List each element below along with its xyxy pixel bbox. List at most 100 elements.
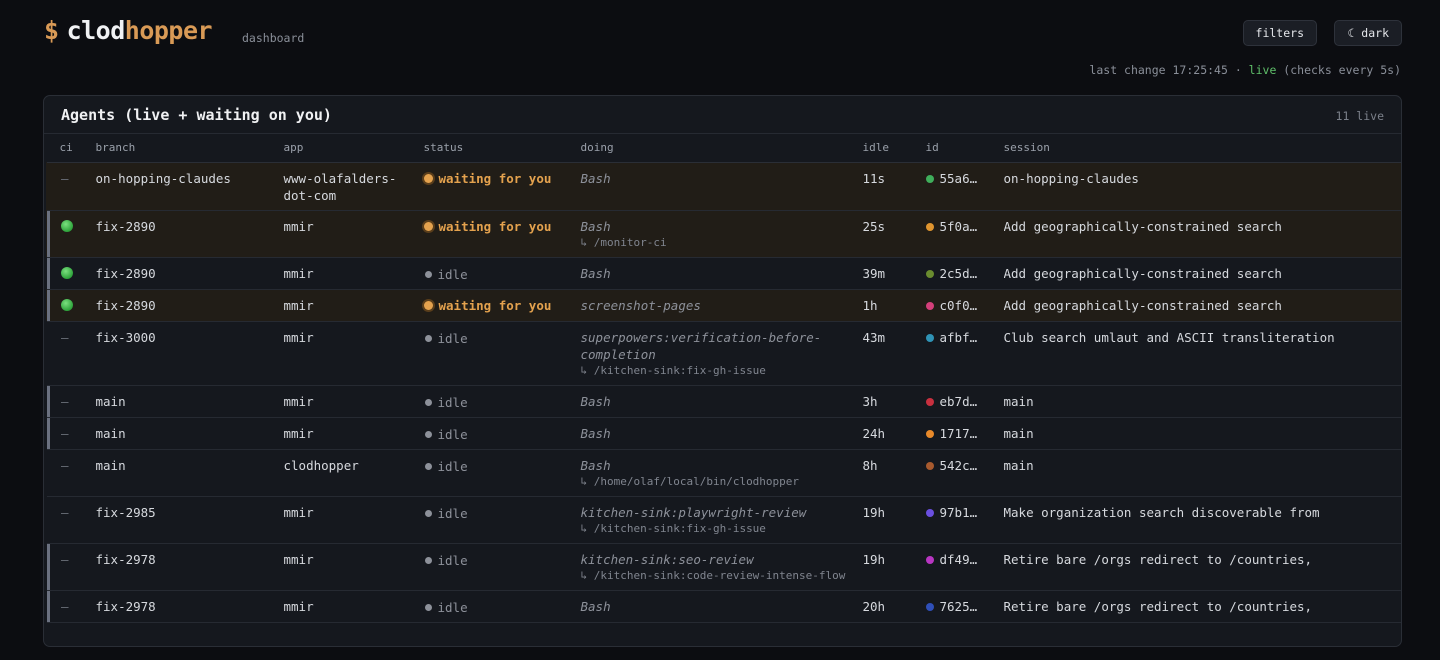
status-cell: idle	[423, 449, 581, 497]
status-badge: waiting for you	[423, 297, 551, 314]
logo-part1: clod	[66, 16, 126, 45]
col-header-status[interactable]: status	[423, 134, 581, 163]
session-color-dot	[925, 222, 934, 231]
ci-pass-icon	[61, 298, 73, 311]
ci-cell	[45, 210, 96, 258]
table-row[interactable]: fix-2890 mmir waiting for you screenshot-pa…	[45, 289, 1401, 322]
status-dot-icon	[424, 398, 432, 406]
id-cell[interactable]: 542c…	[925, 449, 1004, 497]
status-badge: waiting for you	[423, 218, 552, 235]
app-cell: mmir	[283, 590, 424, 623]
idle-cell: 39m	[862, 257, 926, 290]
ci-cell	[45, 289, 96, 322]
status-badge: idle	[424, 505, 468, 522]
ci-none: —	[61, 329, 69, 345]
check-interval-text: (checks every 5s)	[1276, 63, 1401, 77]
table-row[interactable]: — main mmir idle Bash 24h 1717… main	[45, 417, 1401, 450]
session-cell: main	[1003, 385, 1401, 418]
doing-cell: Bash ↳ /monitor-ci	[580, 210, 863, 258]
status-text: idle	[437, 426, 468, 442]
table-row[interactable]: — on-hopping-claudes www-olafalders-dot-co…	[45, 162, 1401, 211]
dark-mode-toggle[interactable]: ☾ dark	[1334, 20, 1402, 46]
table-row[interactable]: — main mmir idle Bash 3h eb7d… main	[45, 385, 1401, 418]
col-header-session[interactable]: session	[1003, 134, 1401, 163]
id-cell[interactable]: 1717…	[925, 417, 1004, 450]
col-header-id[interactable]: id	[925, 134, 1004, 163]
doing-cell: Bash ↳ /home/olaf/local/bin/clodhopper	[580, 449, 863, 497]
status-badge: idle	[424, 552, 468, 569]
branch-cell: fix-2978	[95, 543, 284, 591]
col-header-branch[interactable]: branch	[95, 134, 284, 163]
session-color-dot	[925, 602, 934, 611]
table-row[interactable]: fix-2890 mmir idle Bash 39m 2c5d… Add geograph…	[45, 257, 1401, 290]
id-cell[interactable]: 5f0a…	[925, 210, 1004, 258]
app-cell: www-olafalders-dot-com	[283, 162, 424, 211]
session-cell: Retire bare /orgs redirect to /countries…	[1003, 543, 1401, 591]
branch-cell: fix-2890	[95, 210, 284, 258]
app-cell: mmir	[283, 257, 424, 290]
status-dot-icon	[423, 173, 433, 183]
app-cell: mmir	[283, 289, 424, 322]
status-badge: idle	[424, 394, 468, 411]
id-cell[interactable]: 2c5d…	[925, 257, 1004, 290]
ci-cell: —	[45, 496, 96, 544]
table-row[interactable]: — main clodhopper idle Bash ↳ /home/olaf/loca…	[45, 449, 1401, 497]
id-cell[interactable]: eb7d…	[925, 385, 1004, 418]
doing-cell: kitchen-sink:playwright-review ↳ /kitchen…	[580, 496, 863, 544]
idle-cell: 1h	[862, 289, 926, 322]
doing-cell: kitchen-sink:seo-review ↳ /kitchen-sink:c…	[580, 543, 863, 591]
session-cell: Add geographically-constrained search	[1003, 257, 1401, 290]
doing-subcommand: ↳ /home/olaf/local/bin/clodhopper	[580, 474, 800, 488]
col-header-idle[interactable]: idle	[862, 134, 926, 163]
doing-cell: Bash	[580, 385, 863, 418]
branch-cell: fix-2890	[95, 289, 284, 322]
session-id: afbf…	[939, 329, 978, 345]
id-cell[interactable]: afbf…	[925, 321, 1004, 386]
status-dot-icon	[424, 509, 432, 517]
status-cell: idle	[423, 385, 581, 418]
doing-cell: Bash	[580, 257, 863, 290]
doing-text: kitchen-sink:seo-review	[580, 551, 754, 567]
doing-subcommand: ↳ /kitchen-sink:code-review-intense-flow	[580, 568, 846, 582]
col-header-ci[interactable]: ci	[45, 134, 96, 163]
id-cell[interactable]: 55a6…	[925, 162, 1004, 211]
status-text: idle	[437, 394, 468, 410]
status-cell: idle	[423, 417, 581, 450]
app-logo[interactable]: $ clodhopper	[44, 16, 213, 45]
id-cell[interactable]: df49…	[925, 543, 1004, 591]
table-row[interactable]: — fix-2985 mmir idle kitchen-sink:playwright…	[45, 496, 1401, 544]
app-cell: mmir	[283, 543, 424, 591]
ci-pass-icon	[61, 266, 73, 279]
status-badge: idle	[424, 599, 468, 616]
table-row[interactable]: — fix-3000 mmir idle superpowers:verificatio…	[45, 321, 1401, 386]
session-color-dot	[925, 301, 934, 310]
col-header-app[interactable]: app	[283, 134, 424, 163]
session-cell: Add geographically-constrained search	[1003, 289, 1401, 322]
ci-none: —	[61, 170, 69, 186]
col-header-doing[interactable]: doing	[580, 134, 863, 163]
branch-cell: fix-2985	[95, 496, 284, 544]
table-row[interactable]: — fix-2978 mmir idle kitchen-sink:seo-review…	[45, 543, 1401, 591]
filters-button[interactable]: filters	[1242, 20, 1317, 46]
idle-cell: 8h	[862, 449, 926, 497]
id-cell[interactable]: 97b1…	[925, 496, 1004, 544]
idle-cell: 25s	[862, 210, 926, 258]
idle-cell: 19h	[862, 543, 926, 591]
doing-cell: Bash	[580, 590, 863, 623]
session-id: 5f0a…	[939, 218, 978, 234]
status-cell: waiting for you	[423, 210, 581, 258]
table-row[interactable]: — fix-2978 mmir idle Bash 20h 7625… Retire bare…	[45, 590, 1401, 623]
idle-cell: 24h	[862, 417, 926, 450]
doing-text: Bash	[580, 393, 611, 409]
doing-text: kitchen-sink:playwright-review	[580, 504, 807, 520]
app-header: $ clodhopper dashboard filters ☾ dark	[44, 16, 1402, 52]
id-cell[interactable]: c0f0…	[925, 289, 1004, 322]
id-cell[interactable]: 7625…	[925, 590, 1004, 623]
status-text: waiting for you	[438, 218, 552, 234]
status-text: idle	[437, 330, 468, 346]
table-row[interactable]: fix-2890 mmir waiting for you Bash ↳ /monito…	[45, 210, 1401, 258]
status-cell: idle	[423, 257, 581, 290]
ci-cell: —	[45, 162, 96, 211]
doing-cell: Bash	[580, 162, 863, 211]
doing-subcommand: ↳ /monitor-ci	[580, 235, 667, 249]
